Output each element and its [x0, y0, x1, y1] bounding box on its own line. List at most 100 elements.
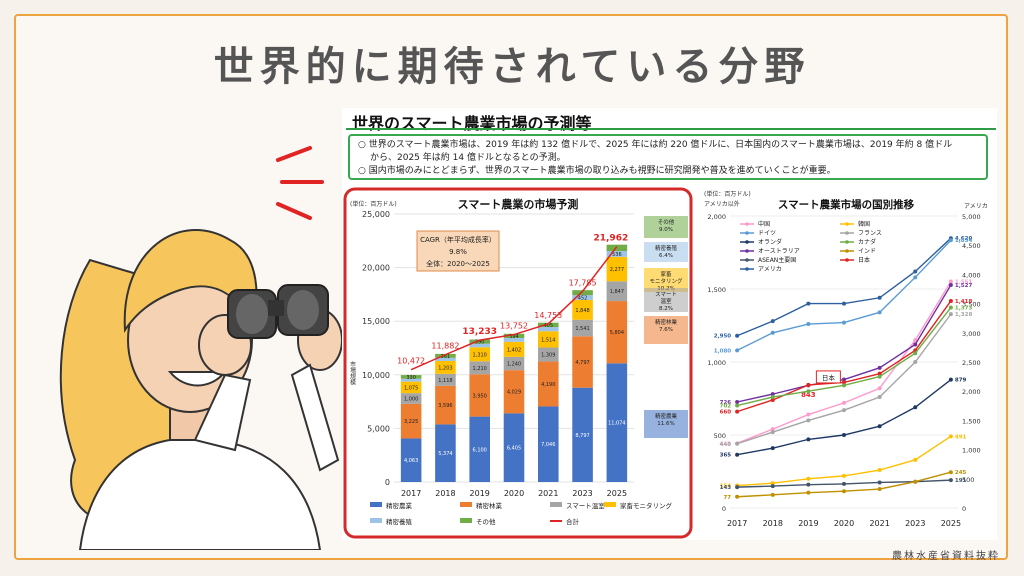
- x-tick-label: 2018: [435, 489, 455, 498]
- legend-label: ドイツ: [758, 230, 776, 237]
- bar-segment: [572, 295, 593, 300]
- series-point: [913, 342, 918, 347]
- bar-value-label: 1,310: [473, 352, 487, 358]
- slide-title: 世界的に期待されている分野: [213, 44, 811, 90]
- legend-swatch: [460, 502, 472, 507]
- bar-segment: [469, 343, 490, 348]
- total-value-label: 13,233: [462, 327, 497, 337]
- series-start-label: 154: [720, 484, 732, 490]
- legend-label: 精密養殖: [386, 517, 413, 526]
- bar-value-label: 8,797: [575, 433, 589, 439]
- bar-value-label: 394: [509, 334, 519, 340]
- x-tick-label: 2025: [607, 489, 627, 498]
- y-tick-label: 10,000: [362, 371, 390, 380]
- total-value-label: 11,882: [431, 342, 459, 351]
- bar-value-label: 3,225: [404, 419, 418, 425]
- segment-share-box: [644, 242, 688, 262]
- y-right-tick-label: 1,500: [962, 417, 981, 425]
- bar-value-label: 1,541: [575, 326, 589, 332]
- y-tick-label: 20,000: [362, 264, 390, 273]
- x-tick-label: 2020: [504, 489, 524, 498]
- bar-value-label: 11,074: [608, 421, 626, 427]
- series-point: [735, 403, 740, 408]
- series-point: [735, 494, 740, 499]
- legend-label: ASEAN主要国: [758, 256, 796, 264]
- bar-value-label: 6,405: [507, 446, 521, 452]
- series-point: [770, 397, 775, 402]
- series-point: [948, 238, 953, 243]
- bar-value-label: 1,203: [438, 365, 452, 371]
- summary-line-1: ○ 世界のスマート農業市場は、2019 年は約 132 億ドルで、2025 年に…: [358, 140, 953, 150]
- cagr-label: CAGR（年平均成長率）: [420, 235, 496, 244]
- series-end-label: 1,328: [955, 312, 973, 318]
- legend-label: フランス: [858, 230, 882, 237]
- legend-swatch: [370, 518, 382, 523]
- segment-share-label: 8.2%: [659, 306, 673, 312]
- series-point: [877, 395, 882, 400]
- series-end-label: 1,418: [955, 299, 973, 305]
- series-point: [842, 320, 846, 325]
- segment-share-label: スマート: [655, 291, 677, 298]
- bar-segment: [435, 373, 456, 386]
- series-start-label: 2,950: [714, 334, 732, 340]
- summary-line-2: から、2025 年は約 14 億ドルとなるとの予測。: [370, 153, 566, 163]
- title-underline: [346, 128, 996, 130]
- segment-share-label: 家畜: [660, 270, 672, 278]
- series-point: [735, 485, 740, 490]
- total-value-label: 13,752: [500, 322, 528, 331]
- bar-value-label: 3,950: [473, 393, 487, 399]
- bar-value-label: 7,046: [541, 442, 555, 448]
- bar-segment: [503, 341, 525, 357]
- series-point: [842, 383, 846, 388]
- series-point: [806, 490, 811, 495]
- series-point: [806, 418, 811, 423]
- series-end-label: 245: [955, 470, 967, 476]
- attention-lines-icon: [276, 146, 324, 220]
- bar-segment: [606, 244, 628, 252]
- bar-segment: [503, 413, 525, 482]
- bar-value-label: 1,309: [541, 353, 555, 359]
- bar-value-label: 4,063: [404, 458, 418, 464]
- series-point: [913, 405, 918, 410]
- series-point: [877, 365, 882, 370]
- series-point: [877, 468, 882, 473]
- series-point: [948, 434, 953, 439]
- bar-segment: [435, 360, 456, 374]
- woman-with-binoculars-illustration: [59, 146, 343, 550]
- bar-value-label: 1,210: [473, 366, 487, 372]
- series-start-label: 1,080: [714, 348, 732, 354]
- legend-marker: [745, 258, 749, 262]
- japan-callout-box: [815, 370, 841, 384]
- bar-segment: [503, 337, 525, 342]
- legend-label: 韓国: [858, 220, 870, 228]
- bar-value-label: 3,596: [438, 403, 452, 409]
- bar-value-label: 536: [612, 252, 622, 258]
- segment-share-label: 7.6%: [659, 327, 673, 333]
- bar-segment: [400, 378, 422, 382]
- legend-label: オランダ: [758, 238, 782, 246]
- series-start-label: 77: [723, 495, 731, 501]
- bar-value-label: 1,847: [610, 289, 624, 295]
- japan-callout-label: 日本: [822, 373, 836, 382]
- segment-share-box: [644, 216, 688, 238]
- series-end-label: 4,620: [955, 236, 973, 242]
- series-point: [770, 395, 775, 400]
- series-point: [735, 400, 740, 405]
- series-point: [913, 269, 918, 274]
- chart-highlight-frame: [343, 187, 693, 539]
- bar-segment: [572, 290, 593, 296]
- bar-segment: [435, 353, 456, 358]
- legend-swatch: [370, 502, 382, 507]
- series-point: [770, 319, 775, 324]
- series-point: [877, 424, 882, 429]
- bar-segment: [572, 299, 593, 320]
- series-point: [948, 478, 953, 483]
- bar-segment: [606, 281, 628, 302]
- x-tick-label: 2021: [538, 489, 558, 498]
- y-left-tick-label: 0: [722, 505, 726, 513]
- bar-value-label: 390: [475, 340, 485, 346]
- legend-label: 精密林業: [476, 501, 503, 510]
- market-forecast-chart: スマート農業の市場予測 (単位：百万ドル) 市場規模 0 5,000 10,000 15,0…: [343, 187, 693, 539]
- legend-swatch: [460, 518, 472, 523]
- series-start-label: 660: [720, 410, 732, 416]
